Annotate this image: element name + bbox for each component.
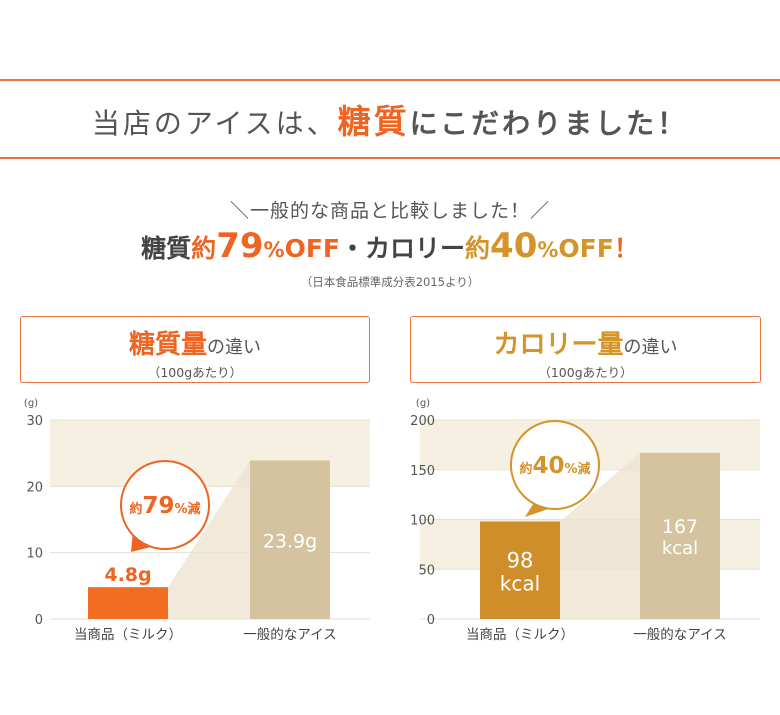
top-divider — [0, 79, 780, 81]
y-tick-label: 50 — [418, 563, 435, 578]
sugar-off: OFF — [284, 234, 340, 263]
callout-pointer — [525, 501, 551, 517]
sugar-label: 糖質 — [141, 234, 192, 263]
x-tick-label: 一般的なアイス — [243, 627, 336, 643]
sugar-approx: 約 — [191, 234, 217, 263]
y-tick-label: 0 — [35, 613, 43, 628]
sugar-percent: % — [263, 238, 285, 262]
calorie-approx: 約 — [465, 234, 491, 263]
y-tick-label: 30 — [26, 414, 43, 429]
calorie-title-box: カロリー量の違い （100gあたり） — [410, 316, 761, 383]
callout-text: 約40%減 — [519, 453, 590, 479]
headline: 当店のアイスは、糖質にこだわりました！ — [0, 92, 780, 154]
calorie-label: カロリー — [365, 234, 466, 263]
comparison-connector — [168, 460, 250, 619]
bottom-divider — [0, 157, 780, 159]
sugar-chart: 0 10 20 30 (g) 当商品（ミルク） 一般的なアイス 4.8g 23.9g 約79%減 — [24, 398, 370, 643]
y-unit-label: (g) — [24, 398, 38, 409]
headline-accent: 糖質 — [337, 102, 410, 141]
sugar-number: 79 — [216, 226, 264, 266]
comparison-connector — [560, 452, 640, 619]
summary-line: 糖質約79%OFF・カロリー約40%OFF！ — [0, 226, 780, 266]
bar — [88, 587, 168, 619]
data-label: 167 — [662, 516, 698, 538]
y-tick-label: 20 — [26, 480, 43, 495]
data-label-unit: kcal — [500, 571, 540, 595]
calorie-title: カロリー量 — [493, 330, 624, 360]
calorie-unit-note: （100gあたり） — [538, 365, 633, 380]
bar — [480, 521, 560, 619]
data-label: 98 — [507, 548, 534, 572]
y-tick-label: 100 — [410, 514, 435, 529]
sugar-unit-note: （100gあたり） — [147, 365, 243, 380]
y-tick-label: 150 — [410, 464, 435, 479]
data-label: 4.8g — [104, 564, 151, 586]
y-unit-label: (g) — [416, 398, 430, 409]
callout-bubble — [120, 460, 210, 550]
data-label: 23.9g — [263, 530, 317, 552]
calorie-off: OFF — [558, 234, 614, 263]
exclamation: ！ — [613, 234, 639, 263]
sugar-title: 糖質量 — [128, 330, 207, 360]
callout-bubble — [510, 420, 600, 510]
headline-suffix: にこだわりました！ — [409, 107, 689, 140]
bar — [250, 460, 330, 619]
y-tick-label: 0 — [427, 613, 435, 628]
headline-prefix: 当店のアイスは、 — [91, 107, 338, 140]
x-tick-label: 当商品（ミルク） — [74, 627, 182, 643]
y-tick-label: 200 — [410, 414, 435, 429]
x-tick-label: 当商品（ミルク） — [466, 627, 574, 643]
calorie-number: 40 — [490, 226, 538, 266]
callout-text: 約79%減 — [129, 493, 200, 519]
calorie-percent: % — [537, 238, 559, 262]
comparison-lead: ＼一般的な商品と比較しました！／ — [229, 200, 550, 222]
separator: ・ — [339, 234, 365, 263]
source-note: （日本食品標準成分表2015より） — [300, 275, 480, 289]
y-tick-label: 10 — [26, 547, 43, 562]
x-tick-label: 一般的なアイス — [633, 627, 726, 643]
sugar-title-suffix: の違い — [207, 337, 261, 358]
data-label-unit: kcal — [662, 538, 698, 559]
calorie-title-suffix: の違い — [623, 337, 678, 358]
bar — [640, 452, 720, 619]
sugar-title-box: 糖質量の違い （100gあたり） — [20, 316, 370, 383]
